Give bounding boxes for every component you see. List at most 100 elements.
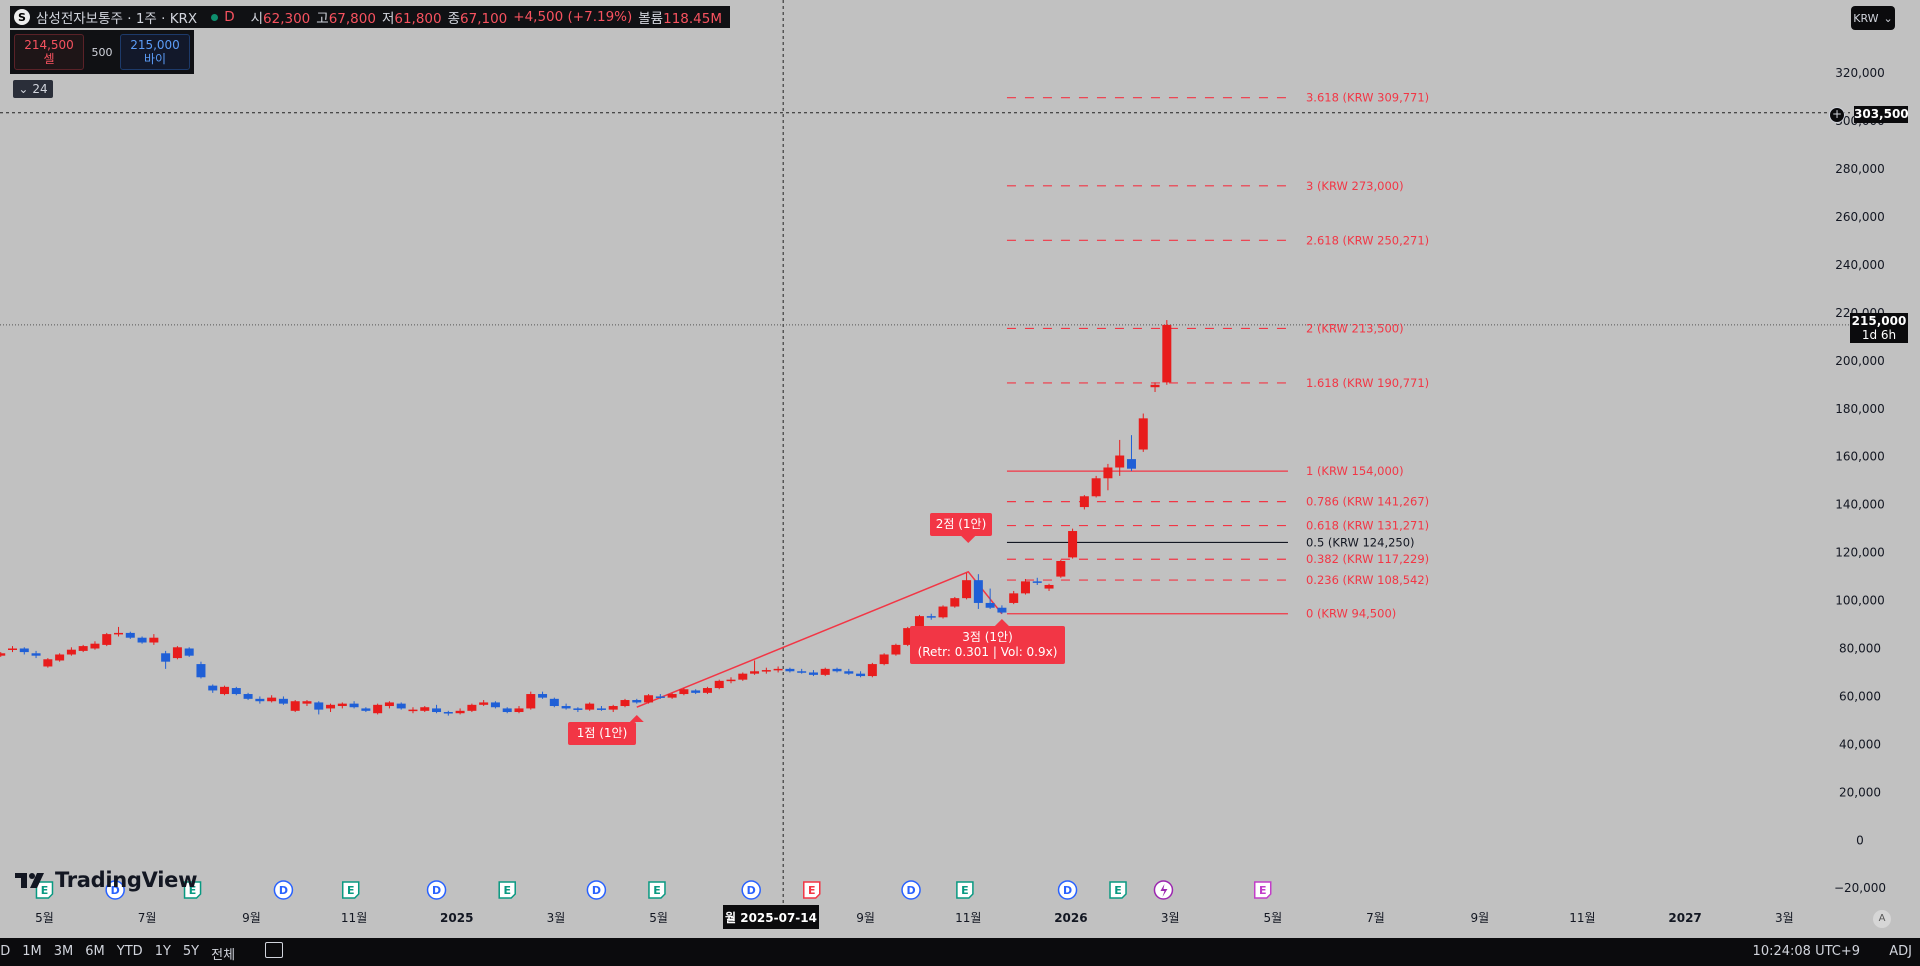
fib-level-label: 0 (KRW 94,500) [1306, 607, 1396, 621]
event-marker-E: E [803, 881, 821, 899]
event-marker-D: D [586, 880, 607, 900]
buy-button[interactable]: 215,000 바이 [120, 34, 190, 70]
y-tick-label: 240,000 [1835, 258, 1885, 272]
candle-body [243, 694, 253, 699]
price-scale-area [1838, 0, 1920, 938]
candle-body [102, 634, 112, 645]
dividend-icon-letter: D [747, 884, 756, 897]
x-tick-label: 2025 [440, 911, 473, 925]
candle-body [66, 649, 76, 655]
range-1y[interactable]: 1Y [154, 944, 171, 959]
candle-body [196, 664, 206, 678]
interval-label[interactable]: D [224, 9, 235, 25]
range-5d[interactable]: 5D [0, 944, 11, 959]
y-tick-label: 0 [1856, 833, 1864, 847]
candle-body [467, 704, 477, 711]
last-price-tag: 215,000 1d 6h [1850, 313, 1908, 343]
candle-body [43, 659, 53, 667]
range-ytd[interactable]: YTD [116, 944, 143, 959]
range-3m[interactable]: 3M [53, 944, 74, 959]
candle-body [962, 580, 972, 599]
candle-body [808, 672, 818, 675]
close-label: 종 [447, 11, 461, 27]
candle-body [172, 647, 182, 659]
range-1m[interactable]: 1M [22, 944, 42, 959]
candle-body [220, 686, 230, 695]
x-tick-label: 9월 [856, 911, 875, 925]
candle-body [667, 694, 677, 698]
y-tick-label: 40,000 [1839, 737, 1881, 751]
candle-body [502, 708, 512, 713]
auto-scale-button[interactable]: A [1873, 910, 1891, 928]
earnings-icon-letter: E [503, 884, 511, 897]
tradingview-mark-icon [15, 873, 44, 888]
candle-body [137, 637, 147, 643]
earnings-icon-letter: E [961, 884, 969, 897]
market-status-dot [211, 13, 219, 21]
candle-body [161, 653, 171, 662]
candle-body [691, 690, 701, 693]
currency-select[interactable]: KRW ⌄ [1851, 6, 1895, 30]
dividend-icon-letter: D [1063, 884, 1072, 897]
candle-body [184, 648, 194, 656]
range-6m[interactable]: 6M [85, 944, 105, 959]
y-tick-label: 140,000 [1835, 498, 1885, 512]
event-marker-D: D [105, 880, 125, 900]
candle-body [820, 668, 830, 675]
clock[interactable]: 10:24:08 UTC+9 [1752, 944, 1860, 959]
earnings-icon [956, 881, 974, 899]
point-3-label[interactable]: 3점 (1안) (Retr: 0.301 | Vol: 0.9x) [910, 626, 1065, 664]
candle-body [514, 708, 524, 713]
point-2-label[interactable]: 2점 (1안) [930, 513, 992, 536]
candle-body [585, 703, 595, 710]
dividend-icon-letter: D [906, 884, 915, 897]
candle-body [1103, 467, 1113, 479]
calendar-goto-icon[interactable] [265, 942, 283, 958]
earnings-icon-letter: E [189, 884, 197, 897]
candle-body [432, 708, 442, 713]
candle-body [479, 702, 489, 705]
candle-body [78, 646, 88, 651]
x-tick-label: 7월 [1366, 911, 1385, 925]
event-marker-E: E [35, 881, 54, 899]
candle-body [208, 685, 218, 691]
chevron-down-icon: ⌄ [18, 82, 29, 96]
candle-body [443, 712, 453, 714]
range-all[interactable]: 전체 [211, 948, 236, 963]
y-tick-label: 180,000 [1835, 402, 1885, 416]
point-1-label[interactable]: 1점 (1안) [568, 722, 636, 745]
dividend-icon-letter: D [111, 884, 120, 897]
x-tick-label: 3월 [547, 911, 566, 925]
range-5y[interactable]: 5Y [182, 944, 200, 959]
candle-body [1009, 593, 1019, 603]
volume-value: 118.45M [663, 11, 722, 27]
dividend-icon [1057, 880, 1078, 900]
sell-button[interactable]: 214,500 셀 [14, 34, 84, 70]
fib-level-label: 2.618 (KRW 250,271) [1306, 233, 1429, 247]
candle-body [844, 671, 854, 674]
earnings-icon-letter: E [653, 884, 661, 897]
adj-toggle[interactable]: ADJ [1889, 944, 1912, 959]
earnings-icon-letter: E [347, 884, 355, 897]
event-marker-E: E [498, 881, 516, 899]
fib-level-label: 3 (KRW 273,000) [1306, 179, 1404, 193]
event-marker-D: D [426, 880, 447, 900]
chevron-down-icon: ⌄ [1883, 11, 1893, 25]
y-tick-label: 280,000 [1835, 162, 1885, 176]
earnings-icon [1253, 881, 1272, 899]
y-tick-label: 260,000 [1835, 210, 1885, 224]
candle-body [255, 698, 265, 702]
symbol-name[interactable]: 삼성전자보통주 · 1주 · KRX [36, 11, 198, 27]
candle-body [384, 702, 394, 707]
open-label: 시 [250, 11, 264, 27]
candle-body [832, 668, 842, 672]
candle-body [985, 602, 995, 608]
x-tick-label: 3월 [1775, 911, 1794, 925]
y-tick-label: 200,000 [1835, 354, 1885, 368]
candle-body [750, 671, 760, 674]
earnings-icon [35, 881, 54, 899]
add-alert-plus-icon[interactable]: + [1829, 107, 1845, 123]
indicators-toggle-button[interactable]: ⌄ 24 [13, 80, 53, 98]
currency-label: KRW [1853, 11, 1879, 25]
